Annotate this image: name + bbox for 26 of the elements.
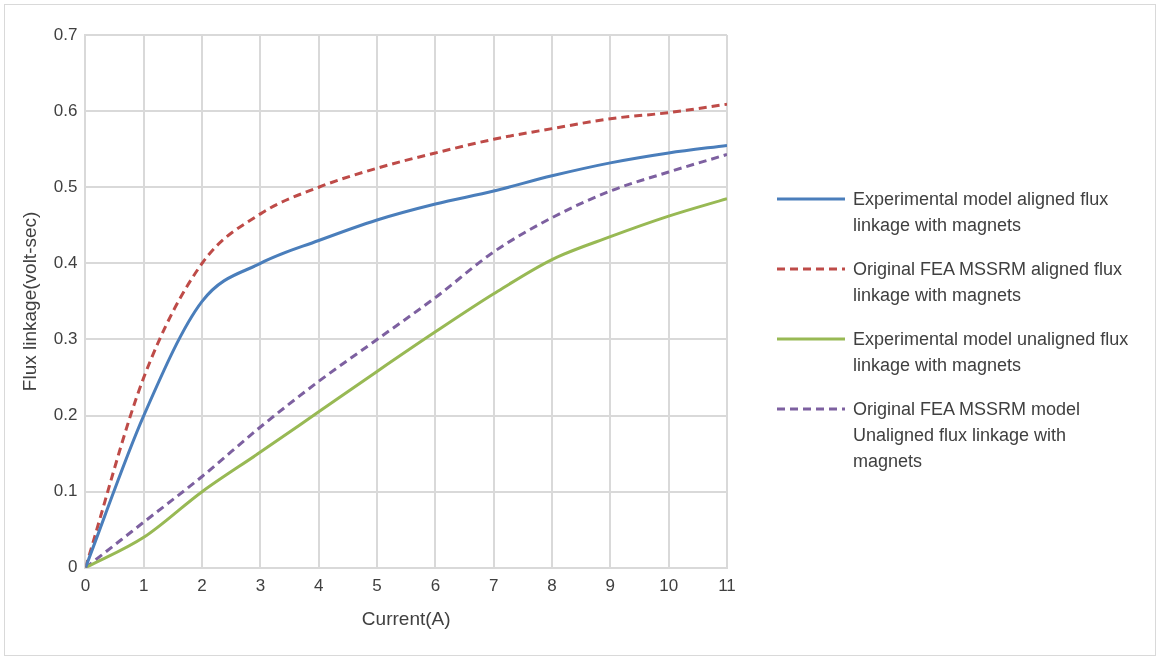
y-tick-label: 0.4 xyxy=(53,253,78,273)
x-tick-label: 4 xyxy=(314,575,324,595)
legend-label: Original FEA MSSRM aligned flux linkage with magnets xyxy=(853,258,1124,307)
y-tick-label: 0.6 xyxy=(53,100,78,120)
y-tick-label: 0.7 xyxy=(53,24,78,44)
y-tick-label: 0.2 xyxy=(53,405,78,425)
y-tick-label: 0.5 xyxy=(53,176,78,196)
y-axis-title: Flux linkage(volt-sec) xyxy=(18,211,40,392)
legend-label: Experimental model aligned flux linkage with magnets xyxy=(853,188,1110,237)
x-tick-label: 1 xyxy=(139,575,149,595)
x-tick-label: 3 xyxy=(255,575,266,595)
x-tick-label: 7 xyxy=(488,575,499,595)
x-tick-label: 6 xyxy=(430,575,441,595)
legend-label: Original FEA MSSRM model Unaligned flux linkage with magnets xyxy=(853,398,1082,473)
x-tick-label: 9 xyxy=(605,575,616,595)
legend-label: Experimental model unaligned flux linkage with magnets xyxy=(853,328,1130,377)
y-tick-label: 0.3 xyxy=(53,329,78,349)
x-tick-label: 0 xyxy=(80,575,91,595)
x-tick-label: 2 xyxy=(197,575,207,595)
y-tick-label: 0 xyxy=(67,557,78,577)
x-tick-label: 10 xyxy=(659,575,679,595)
y-tick-label: 0.1 xyxy=(53,481,78,501)
x-tick-label: 5 xyxy=(372,575,382,595)
x-tick-label: 11 xyxy=(718,575,736,595)
x-tick-label: 8 xyxy=(547,575,557,595)
x-axis-title: Current(A) xyxy=(361,607,451,629)
